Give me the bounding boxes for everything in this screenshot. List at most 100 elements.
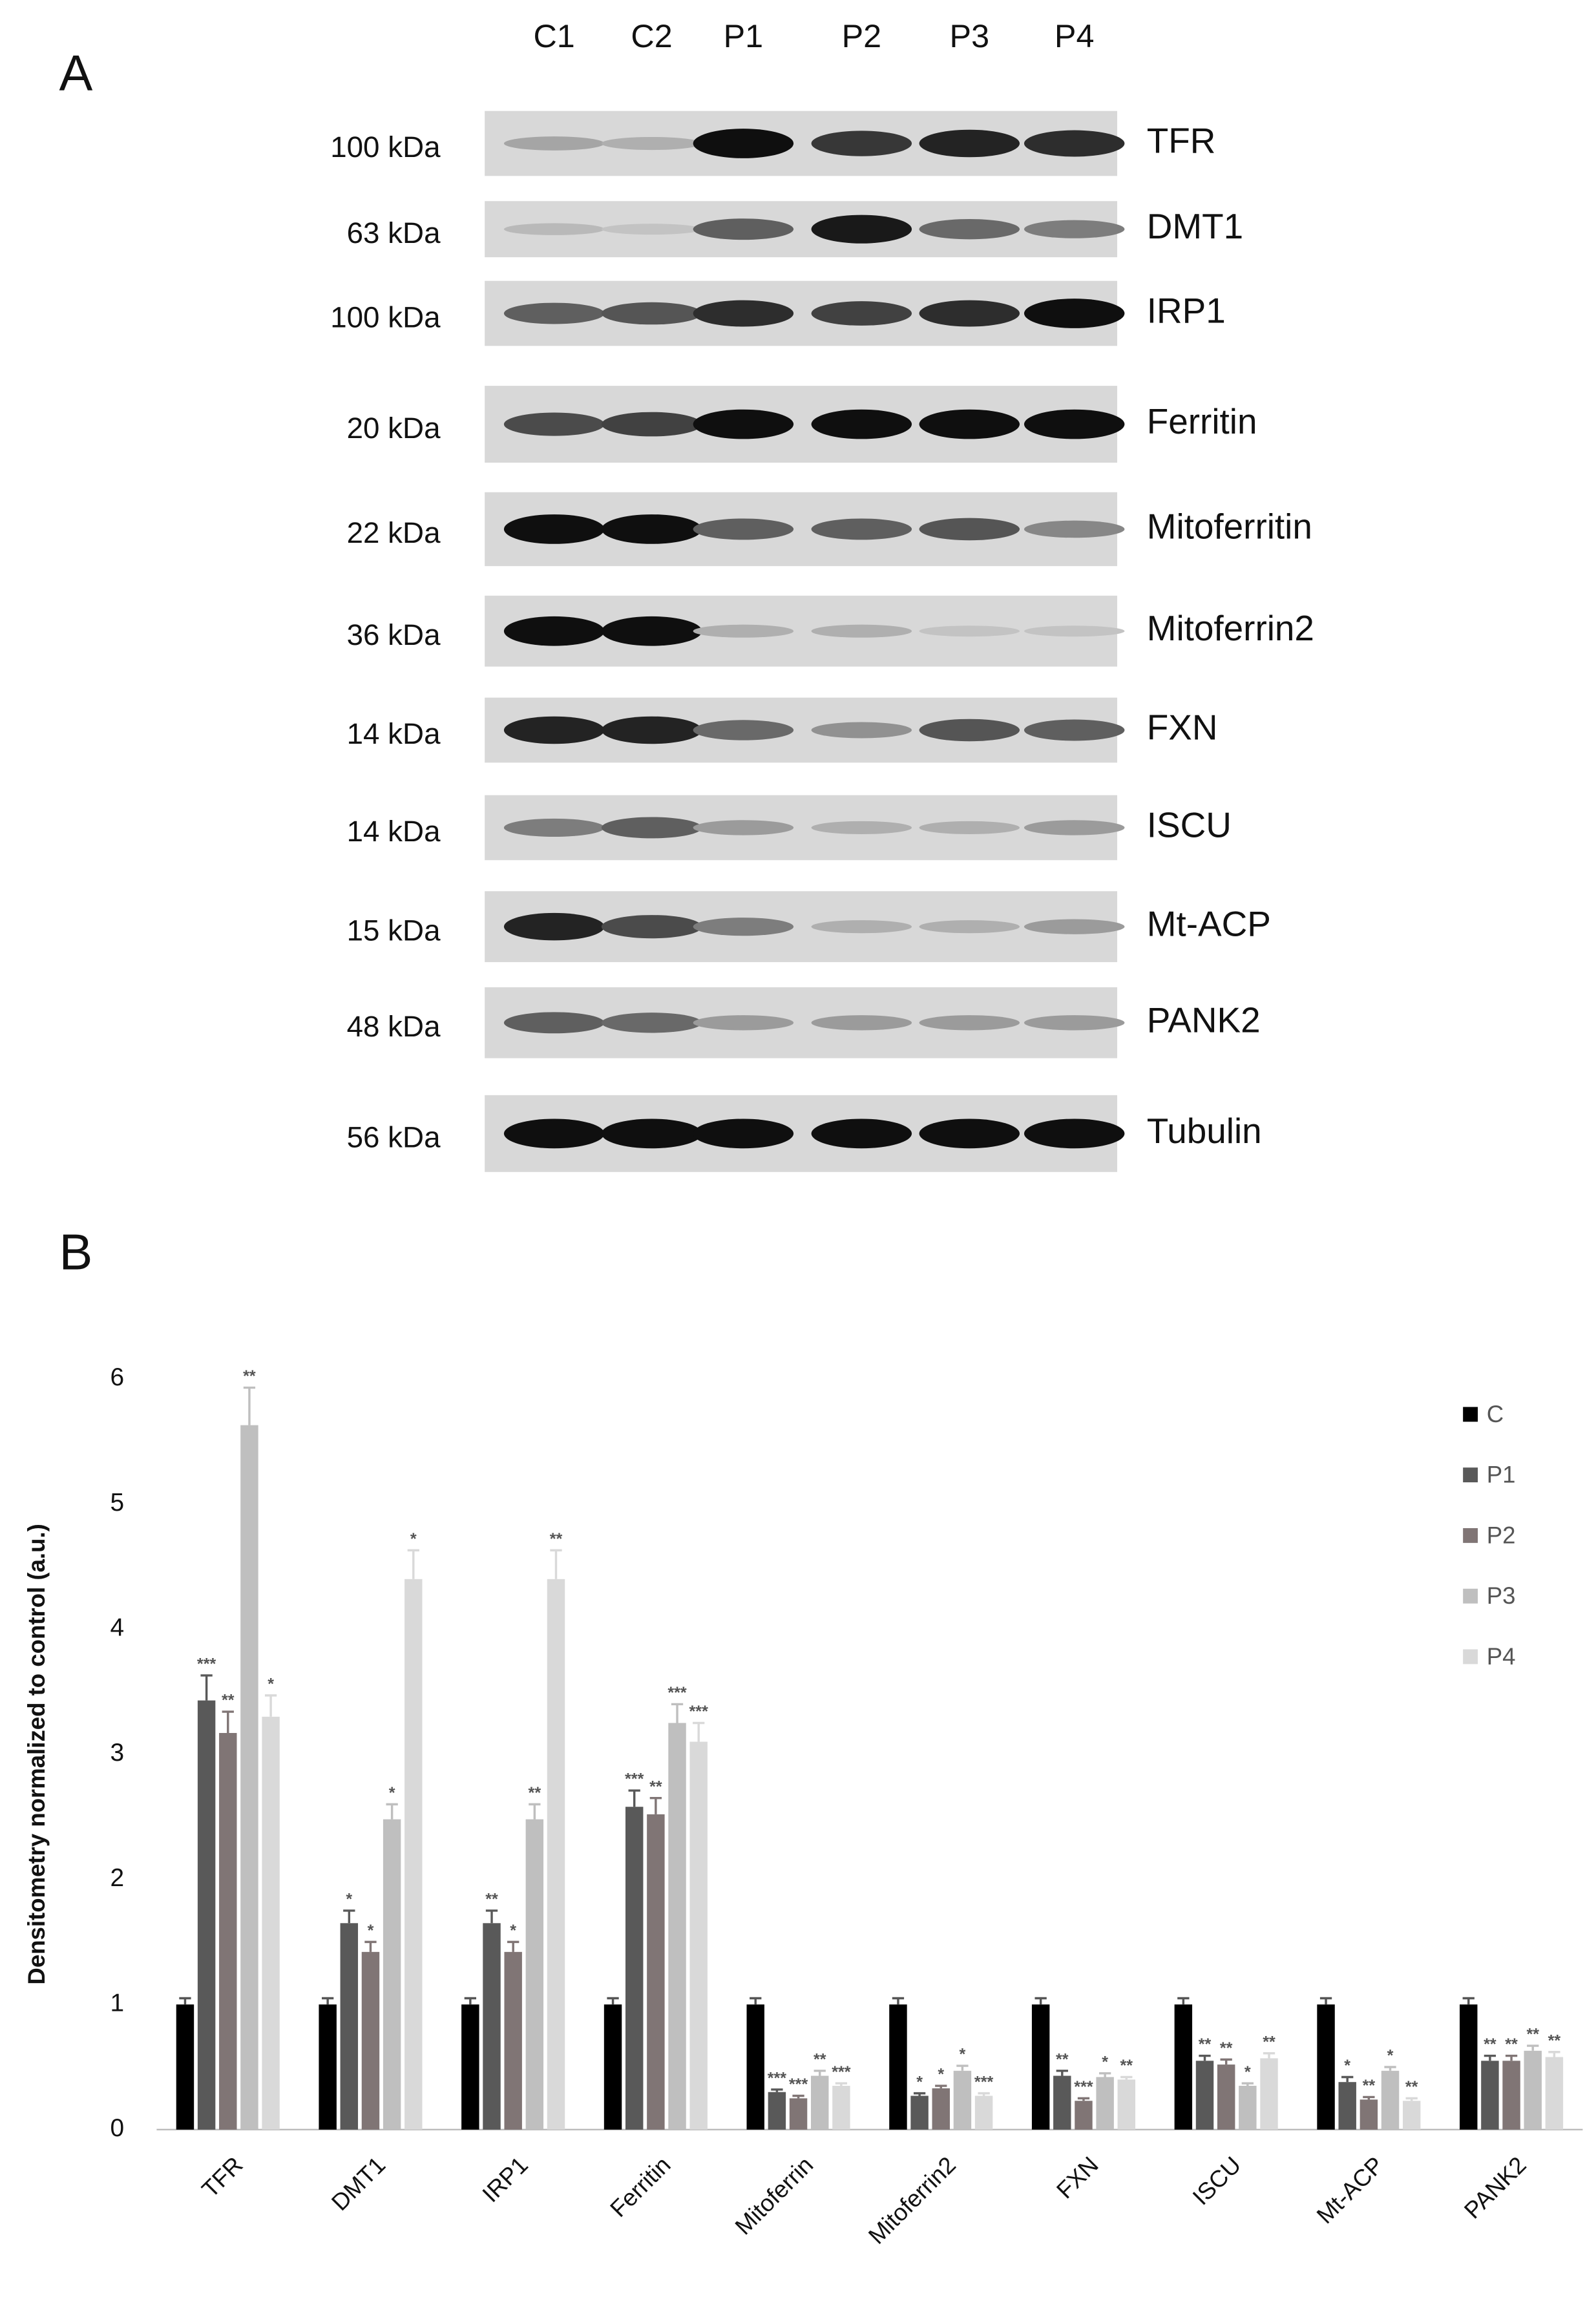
bar [1481, 2061, 1499, 2130]
significance-label: *** [1074, 2078, 1093, 2096]
significance-label: *** [789, 2075, 808, 2094]
error-bar [1241, 2082, 1254, 2086]
protein-label: PANK2 [1147, 1000, 1261, 1040]
bar [219, 1732, 237, 2130]
bar [340, 1923, 359, 2130]
bar [1360, 2099, 1378, 2130]
bar [319, 2004, 337, 2130]
error-bar [935, 2084, 947, 2088]
significance-label: * [1344, 2057, 1350, 2075]
legend-swatch [1463, 1467, 1478, 1483]
bar [789, 2098, 808, 2130]
significance-label: ** [1056, 2050, 1069, 2068]
blot-band [601, 514, 702, 544]
significance-label: ** [1405, 2078, 1418, 2096]
blot-band [601, 716, 702, 744]
lane-label: P2 [842, 17, 882, 54]
error-bar [750, 1997, 762, 2005]
bar [889, 2004, 907, 2130]
bar [1381, 2070, 1400, 2130]
bar [240, 1425, 258, 2130]
blot-band [919, 920, 1020, 934]
molecular-weight: 48 kDa [347, 1010, 441, 1043]
bar [604, 2004, 622, 2130]
blot-band [811, 409, 912, 439]
significance-label: ** [529, 1784, 541, 1802]
bar [1545, 2057, 1564, 2130]
error-bar [1548, 2051, 1560, 2057]
bar [1075, 2101, 1093, 2130]
blot-band [811, 624, 912, 638]
blot-band [919, 300, 1020, 327]
protein-label: TFR [1147, 121, 1216, 161]
error-bar [200, 1674, 213, 1701]
y-tick-label: 3 [110, 1739, 124, 1767]
bar [1338, 2082, 1356, 2130]
blot-band [693, 1015, 794, 1031]
blot-band [811, 920, 912, 934]
bar [1402, 2101, 1421, 2130]
protein-label: IRP1 [1147, 291, 1226, 331]
error-bar [771, 2088, 783, 2092]
bar [1524, 2050, 1542, 2130]
protein-label: ISCU [1147, 804, 1232, 845]
blot-band [693, 918, 794, 936]
blot-band [693, 820, 794, 835]
molecular-weight: 56 kDa [347, 1121, 441, 1154]
significance-label: *** [768, 2069, 787, 2087]
error-bar [1363, 2095, 1375, 2100]
blot-band [601, 915, 702, 939]
protein-label: Mitoferritin [1147, 506, 1312, 546]
blot-band [503, 1118, 605, 1149]
bar [1502, 2061, 1520, 2130]
error-bar [913, 2092, 926, 2096]
significance-label: ** [1120, 2057, 1133, 2075]
bar [1174, 2004, 1193, 2130]
error-bar [1220, 2058, 1232, 2065]
blot-band [811, 131, 912, 156]
bar [689, 1741, 708, 2130]
bar [625, 1807, 644, 2130]
significance-label: ** [1263, 2033, 1276, 2051]
blot-band [1024, 520, 1125, 538]
blot-band [693, 518, 794, 540]
blot-band [503, 514, 605, 544]
bar [461, 2004, 479, 2130]
legend-label: P1 [1487, 1462, 1516, 1488]
error-bar [628, 1789, 640, 1807]
blot-band [811, 518, 912, 540]
molecular-weight: 15 kDa [347, 914, 441, 947]
molecular-weight: 22 kDa [347, 516, 441, 549]
error-bar [507, 1940, 520, 1952]
lane-label: C1 [533, 17, 574, 54]
error-bar [179, 1997, 191, 2005]
significance-label: *** [625, 1770, 644, 1789]
lane-label: P1 [724, 17, 764, 54]
error-bar [607, 1997, 619, 2005]
panel-label: A [59, 46, 92, 101]
blot-band [811, 1118, 912, 1149]
legend-label: P3 [1487, 1582, 1516, 1609]
significance-label: * [368, 1922, 374, 1940]
significance-label: ** [1484, 2035, 1496, 2053]
blot-band [601, 136, 702, 151]
bar [910, 2095, 929, 2130]
protein-label: Mitoferrin2 [1147, 608, 1314, 648]
bar [197, 1700, 216, 2130]
blot-band [1024, 1015, 1125, 1031]
lane-label: P4 [1055, 17, 1095, 54]
molecular-weight: 100 kDa [330, 131, 441, 163]
blot-band [693, 129, 794, 158]
error-bar [1484, 2054, 1496, 2061]
blot-band [919, 821, 1020, 834]
error-bar [322, 1997, 334, 2005]
blot-band [919, 719, 1020, 742]
error-bar [814, 2070, 826, 2076]
lane-label: P3 [950, 17, 990, 54]
error-bar [792, 2094, 804, 2099]
blot-band [1024, 130, 1125, 157]
error-bar [892, 1997, 905, 2005]
blot-band [811, 301, 912, 326]
error-bar [956, 2064, 969, 2071]
error-bar [529, 1803, 541, 1820]
